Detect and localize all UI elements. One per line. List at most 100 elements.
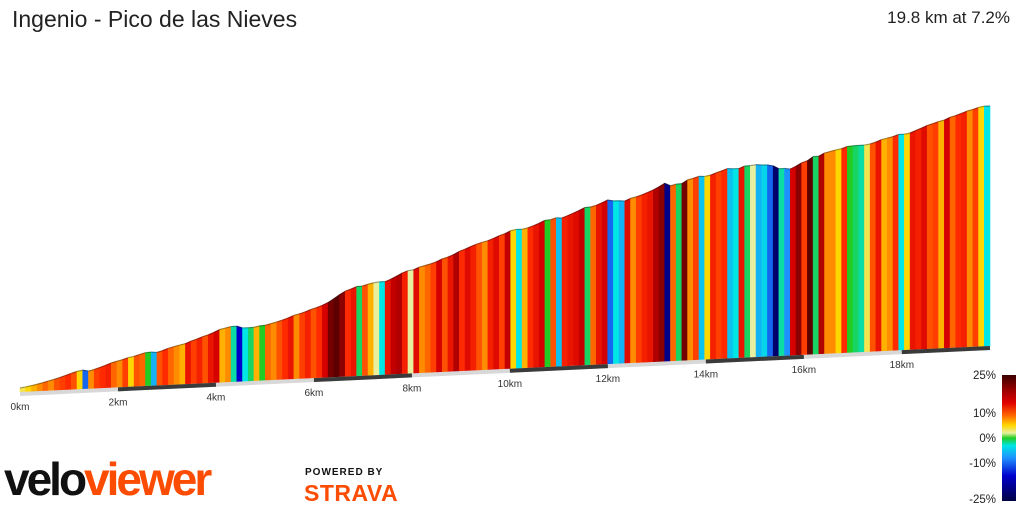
gradient-segment-bar [658, 182, 666, 363]
gradient-segment-bar [470, 243, 477, 371]
gradient-segment-bar [750, 164, 757, 358]
baseline-band-dark [705, 354, 804, 364]
profile-edge [453, 250, 460, 256]
profile-edge [133, 353, 141, 357]
gradient-segment-bar [339, 290, 346, 378]
gradient-segment-bar [516, 228, 523, 369]
profile-edge [738, 165, 745, 170]
gradient-segment-bar [607, 199, 614, 365]
profile-edge [419, 264, 426, 268]
profile-edge [464, 245, 472, 250]
x-tick-label: 14km [694, 369, 718, 380]
gradient-segment-bar [544, 219, 551, 368]
profile-edge [71, 370, 78, 374]
profile-edge [190, 338, 198, 342]
gradient-segment-bar [247, 326, 255, 382]
baseline-band-dark [313, 373, 413, 383]
profile-edge [567, 212, 574, 217]
gradient-segment-bar [869, 141, 877, 352]
profile-edge [259, 324, 266, 327]
profile-edge [538, 219, 546, 224]
gradient-segment-bar [618, 200, 626, 364]
gradient-segment-bar [847, 145, 854, 354]
gradient-segment-bar [242, 327, 249, 382]
profile-edge [561, 215, 568, 219]
profile-edge [487, 237, 494, 242]
profile-edge [967, 108, 974, 112]
gradient-segment-bar [476, 241, 483, 371]
gradient-segment-bar [772, 165, 780, 357]
profile-edge [607, 199, 614, 202]
gradient-segment-bar [932, 121, 939, 350]
gradient-segment-bar [670, 183, 677, 362]
gradient-segment-bar [955, 112, 962, 348]
gradient-segment-bar [504, 230, 512, 370]
profile-edge [407, 269, 414, 272]
gradient-segment-bar [390, 275, 397, 375]
profile-edge [932, 120, 939, 125]
gradient-segment-bar [179, 343, 186, 385]
profile-edge [139, 352, 146, 356]
gradient-segment-bar [687, 177, 694, 361]
gradient-segment-bar [430, 261, 437, 373]
profile-edge [476, 241, 483, 245]
profile-edge [915, 127, 922, 132]
gradient-segment-bar [196, 336, 203, 384]
profile-edge [236, 325, 243, 329]
gradient-segment-bar [459, 248, 466, 372]
profile-edge [961, 110, 968, 114]
gradient-segment-bar [938, 119, 945, 349]
gradient-segment-bar [909, 130, 917, 351]
profile-edge [835, 148, 842, 151]
gradient-segment-bar [653, 186, 660, 363]
profile-edge [875, 139, 882, 143]
gradient-segment-bar [573, 209, 580, 367]
profile-edge [504, 230, 511, 235]
gradient-segment-bar [333, 294, 340, 378]
gradient-segment-bar [961, 110, 968, 348]
gradient-segment-bar [835, 148, 842, 354]
x-tick-label: 4km [207, 393, 226, 404]
profile-edge [173, 344, 180, 348]
legend-tick-label: 0% [979, 433, 996, 445]
profile-edge [316, 304, 323, 309]
profile-edge [88, 368, 95, 372]
profile-edge [424, 263, 431, 267]
profile-edge [544, 219, 551, 221]
profile-edge [31, 383, 38, 387]
gradient-segment-bar [122, 357, 129, 388]
gradient-segment-bar [367, 282, 375, 376]
gradient-segment-bar [761, 164, 768, 358]
gradient-segment-bar [841, 146, 848, 354]
gradient-segment-bar [635, 194, 643, 364]
profile-edge [533, 222, 540, 227]
gradient-segment-bar [692, 175, 700, 361]
profile-edge [48, 378, 55, 382]
profile-edge [624, 197, 631, 202]
profile-edge [36, 382, 43, 385]
profile-edge [881, 137, 888, 141]
profile-edge [122, 357, 129, 361]
gradient-segment-bar [624, 197, 631, 364]
gradient-segment-bar [344, 288, 352, 377]
gradient-segment-bar [110, 360, 118, 388]
profile-edge [327, 298, 335, 304]
profile-edge [772, 165, 780, 170]
gradient-segment-bar [904, 132, 911, 351]
gradient-segment-bar [727, 168, 734, 359]
distance-baseline [19, 346, 991, 396]
profile-edge [282, 317, 289, 321]
profile-edge [904, 132, 911, 135]
profile-edge [801, 160, 808, 164]
profile-edge [596, 202, 603, 206]
profile-edge [493, 235, 500, 239]
legend-tick-label: -25% [969, 494, 996, 506]
profile-edge [687, 177, 694, 181]
baseline-band-dark [117, 382, 217, 392]
gradient-segment-bar [219, 327, 226, 383]
gradient-segment-bar [493, 235, 500, 370]
profile-edge [978, 105, 985, 108]
strava-logo: STRAVA [304, 480, 399, 506]
profile-edge [864, 143, 871, 146]
